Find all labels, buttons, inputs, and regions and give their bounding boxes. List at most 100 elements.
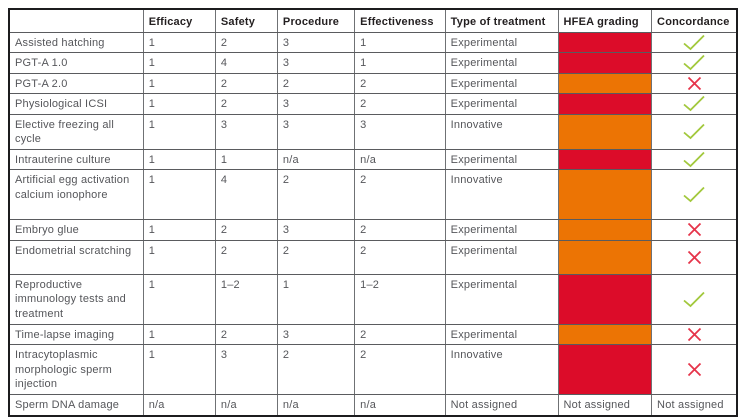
effectiveness-cell: n/a — [354, 394, 446, 416]
treatment-name-cell: PGT-A 1.0 — [8, 52, 144, 74]
type-of-treatment-cell: Innovative — [444, 344, 559, 395]
type-of-treatment-cell: Experimental — [444, 219, 559, 241]
hfea-grading-swatch-red — [557, 273, 653, 325]
procedure-cell: n/a — [276, 394, 356, 416]
hfea-grading-swatch-orange — [557, 239, 653, 275]
safety-cell: 3 — [214, 113, 278, 150]
procedure-cell: 3 — [276, 219, 356, 241]
check-icon — [683, 123, 705, 140]
type-of-treatment-cell: Experimental — [444, 323, 559, 345]
table-row: PGT-A 2.0 1 2 2 2 Experimental — [8, 72, 738, 94]
hfea-grading-swatch-orange — [557, 72, 653, 94]
cross-icon — [687, 250, 701, 264]
procedure-cell: 2 — [276, 239, 356, 275]
effectiveness-cell: 3 — [354, 113, 446, 150]
efficacy-cell: n/a — [142, 394, 216, 416]
treatment-name-cell: Embryo glue — [8, 219, 144, 241]
efficacy-cell: 1 — [142, 344, 216, 395]
concordance-cell-check — [651, 93, 738, 115]
safety-cell: 2 — [214, 219, 278, 241]
procedure-cell: 3 — [276, 323, 356, 345]
concordance-cell-cross — [651, 239, 738, 275]
concordance-cell-cross — [651, 72, 738, 94]
hfea-grading-swatch-orange — [557, 219, 653, 241]
efficacy-cell: 1 — [142, 323, 216, 345]
efficacy-cell: 1 — [142, 113, 216, 150]
efficacy-cell: 1 — [142, 169, 216, 220]
concordance-cell-check — [651, 148, 738, 170]
table-row: Time-lapse imaging 1 2 3 2 Experimental — [8, 323, 738, 345]
treatment-name-cell: Intracytoplasmic morphologic sperm injec… — [8, 344, 144, 395]
treatment-name-cell: Time-lapse imaging — [8, 323, 144, 345]
concordance-text-cell: Not assigned — [651, 394, 738, 416]
table-row: Endometrial scratching 1 2 2 2 Experimental — [8, 239, 738, 275]
effectiveness-cell: 1 — [354, 52, 446, 74]
effectiveness-cell: 1 — [354, 31, 446, 53]
type-of-treatment-cell: Experimental — [444, 31, 559, 53]
procedure-cell: 2 — [276, 344, 356, 395]
table-row: Embryo glue 1 2 3 2 Experimental — [8, 219, 738, 241]
col-header-efficacy: Efficacy — [142, 8, 216, 33]
check-icon — [683, 291, 705, 307]
table-row: Elective freezing all cycle 1 3 3 3 Innovativ… — [8, 113, 738, 150]
table-row: Intrauterine culture 1 1 n/a n/a Experimental — [8, 148, 738, 170]
table-row: Sperm DNA damage n/a n/a n/a n/a Not assigned… — [8, 394, 738, 416]
col-header-safety: Safety — [214, 8, 278, 33]
effectiveness-cell: 2 — [354, 239, 446, 275]
effectiveness-cell: 2 — [354, 93, 446, 115]
hfea-grading-swatch-orange — [557, 323, 653, 345]
treatment-name-cell: Assisted hatching — [8, 31, 144, 53]
procedure-cell: 3 — [276, 52, 356, 74]
type-of-treatment-cell: Experimental — [444, 239, 559, 275]
safety-cell: 2 — [214, 72, 278, 94]
check-icon — [683, 96, 705, 112]
safety-cell: 4 — [214, 52, 278, 74]
table-header-row: Efficacy Safety Procedure Effectiveness Type… — [8, 8, 738, 33]
efficacy-cell: 1 — [142, 239, 216, 275]
treatment-name-cell: PGT-A 2.0 — [8, 72, 144, 94]
table-row: Reproductive immunology tests and treatm… — [8, 273, 738, 325]
check-icon — [683, 151, 705, 167]
treatment-name-cell: Endometrial scratching — [8, 239, 144, 275]
hfea-grading-swatch-red — [557, 52, 653, 74]
concordance-cell-cross — [651, 219, 738, 241]
concordance-cell-check — [651, 169, 738, 220]
procedure-cell: 3 — [276, 31, 356, 53]
concordance-cell-check — [651, 113, 738, 150]
efficacy-cell: 1 — [142, 93, 216, 115]
concordance-cell-check — [651, 52, 738, 74]
efficacy-cell: 1 — [142, 148, 216, 170]
type-of-treatment-cell: Innovative — [444, 113, 559, 150]
procedure-cell: 3 — [276, 93, 356, 115]
efficacy-cell: 1 — [142, 52, 216, 74]
type-of-treatment-cell: Experimental — [444, 72, 559, 94]
hfea-grading-swatch-red — [557, 31, 653, 53]
safety-cell: n/a — [214, 394, 278, 416]
hfea-grading-swatch-red — [557, 148, 653, 170]
table-row: Artificial egg activation calcium ionoph… — [8, 169, 738, 220]
safety-cell: 4 — [214, 169, 278, 220]
type-of-treatment-cell: Not assigned — [444, 394, 559, 416]
treatment-name-cell: Elective freezing all cycle — [8, 113, 144, 150]
type-of-treatment-cell: Experimental — [444, 273, 559, 325]
safety-cell: 2 — [214, 239, 278, 275]
cross-icon — [687, 223, 701, 237]
treatment-name-cell: Intrauterine culture — [8, 148, 144, 170]
treatment-addons-table-container: Efficacy Safety Procedure Effectiveness Type… — [8, 8, 738, 417]
col-header-procedure: Procedure — [276, 8, 356, 33]
treatment-name-cell: Artificial egg activation calcium ionoph… — [8, 169, 144, 220]
effectiveness-cell: n/a — [354, 148, 446, 170]
hfea-grading-swatch-red — [557, 93, 653, 115]
hfea-grading-swatch-red — [557, 344, 653, 395]
col-header-treatment — [8, 8, 144, 33]
concordance-cell-check — [651, 31, 738, 53]
type-of-treatment-cell: Experimental — [444, 148, 559, 170]
efficacy-cell: 1 — [142, 219, 216, 241]
cross-icon — [687, 76, 701, 90]
procedure-cell: 1 — [276, 273, 356, 325]
hfea-grading-swatch-orange — [557, 169, 653, 220]
procedure-cell: 2 — [276, 72, 356, 94]
type-of-treatment-cell: Innovative — [444, 169, 559, 220]
safety-cell: 1 — [214, 148, 278, 170]
hfea-grading-text-cell: Not assigned — [557, 394, 653, 416]
